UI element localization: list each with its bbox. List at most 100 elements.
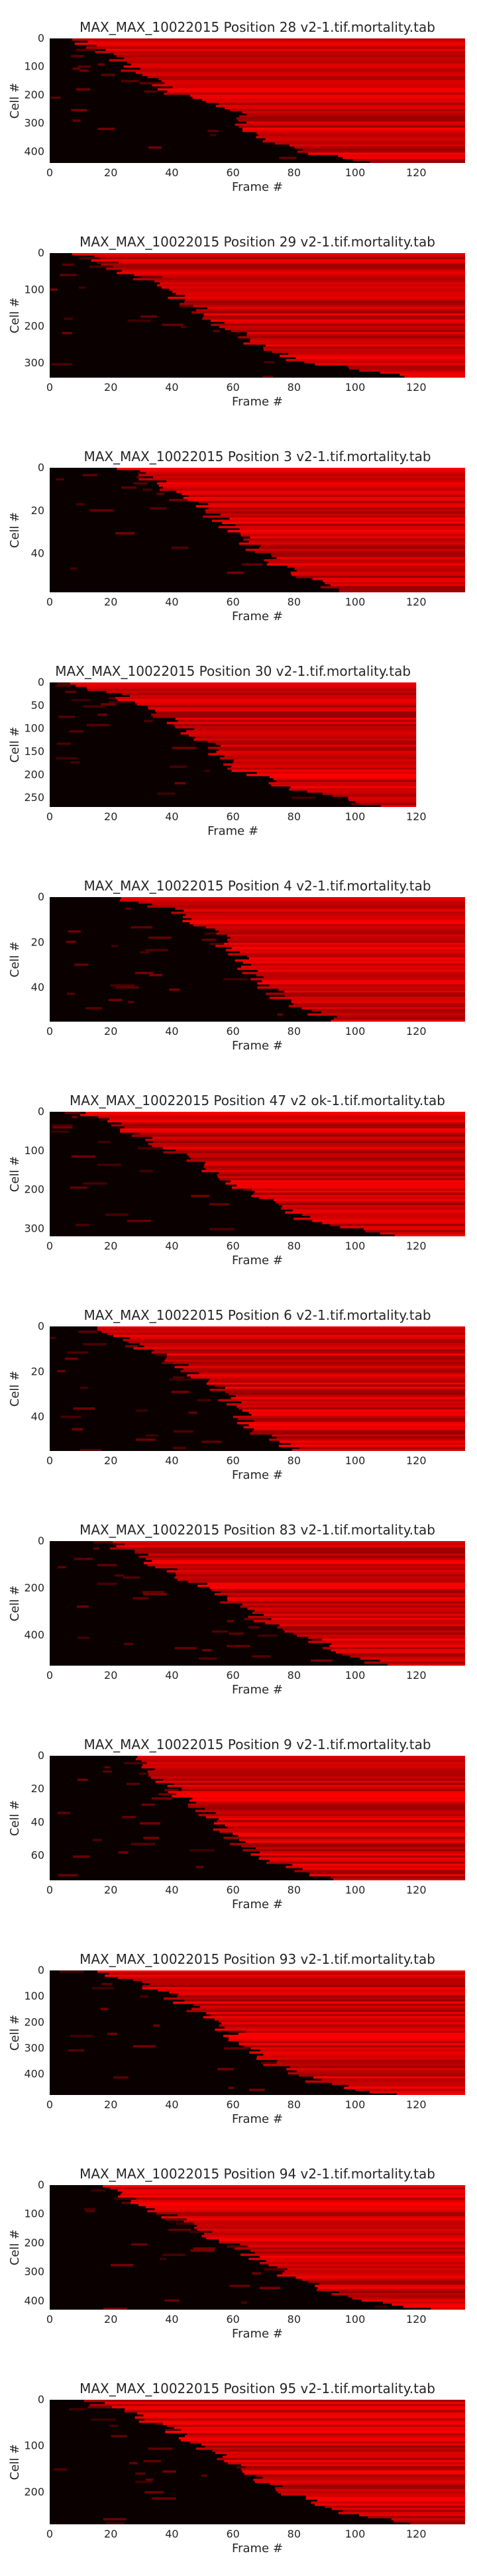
heatmap-strip xyxy=(325,2505,465,2508)
x-tick-label: 120 xyxy=(406,381,427,394)
heatmap-strip xyxy=(251,1413,465,1417)
heatmap-strip xyxy=(360,1657,465,1660)
heatmap-strip xyxy=(227,953,465,956)
heatmap-strip xyxy=(242,127,465,131)
heatmap-strip xyxy=(352,158,465,162)
heatmap-strip xyxy=(264,559,465,562)
heatmap-strip xyxy=(288,2072,465,2075)
heatmap-strip xyxy=(332,2082,465,2085)
heatmap-strip xyxy=(121,897,465,900)
heatmap-strip xyxy=(242,2470,465,2473)
heatmap-strip xyxy=(254,551,465,553)
heatmap-strip xyxy=(227,1599,465,1602)
heatmap-strip xyxy=(64,682,417,685)
heatmap-strip xyxy=(246,113,465,116)
heatmap-noise xyxy=(97,63,105,66)
heatmap-strip xyxy=(205,1807,465,1810)
heatmap-strip xyxy=(295,356,465,360)
heatmap-strip xyxy=(215,742,417,745)
heatmap-strip xyxy=(243,538,465,541)
heatmap-noise xyxy=(62,332,72,335)
x-axis-label: Frame # xyxy=(232,1898,283,1911)
heatmap-strip xyxy=(242,1409,465,1412)
heatmap-noise xyxy=(104,1766,111,1769)
heatmap-noise xyxy=(62,263,75,266)
heatmap-strip xyxy=(121,270,465,272)
y-tick-label: 200 xyxy=(24,1582,44,1594)
y-tick-label: 300 xyxy=(24,2265,44,2278)
heatmap-strip xyxy=(144,2418,465,2421)
heatmap-strip xyxy=(410,2522,465,2524)
heatmap-strip xyxy=(205,2230,465,2233)
heatmap-strip xyxy=(293,1217,465,1220)
heatmap-noise xyxy=(264,2268,288,2271)
x-axis-label: Frame # xyxy=(232,1683,283,1697)
heatmap-strip xyxy=(130,1336,465,1340)
heatmap-strip xyxy=(120,1128,465,1131)
heatmap-noise xyxy=(165,2428,182,2432)
heatmap-strip xyxy=(177,1578,465,1581)
x-tick-label: 60 xyxy=(226,166,239,179)
heatmap-strip xyxy=(240,2468,465,2471)
heatmap-strip xyxy=(175,907,465,910)
heatmap-strip xyxy=(189,922,465,925)
heatmap-strip xyxy=(94,255,465,258)
heatmap-strip xyxy=(109,1118,465,1120)
x-tick-label: 40 xyxy=(165,381,178,394)
heatmap-strip xyxy=(142,1980,465,1984)
heatmap-strip xyxy=(311,2501,465,2504)
heatmap-strip xyxy=(279,1624,465,1627)
x-tick-label: 40 xyxy=(165,2313,178,2326)
heatmap-panel: MAX_MAX_10022015 Position 4 v2-1.tif.mor… xyxy=(8,878,465,1053)
x-tick-label: 20 xyxy=(104,1025,117,1038)
heatmap-strip xyxy=(329,1644,465,1648)
heatmap-strip xyxy=(206,2237,465,2239)
heatmap-strip xyxy=(219,1171,465,1175)
heatmap-strip xyxy=(184,909,465,912)
heatmap-noise xyxy=(176,2222,194,2225)
heatmap-strip xyxy=(139,1343,465,1346)
heatmap-noise xyxy=(56,757,78,760)
heatmap-noise xyxy=(86,724,110,727)
heatmap-strip xyxy=(290,1442,465,1445)
x-tick-label: 100 xyxy=(345,2098,366,2111)
heatmap-strip xyxy=(206,2012,465,2015)
x-tick-label: 0 xyxy=(46,381,53,394)
heatmap-strip xyxy=(109,1547,465,1550)
y-tick-label: 0 xyxy=(38,1964,44,1976)
heatmap-strip xyxy=(308,1637,465,1639)
heatmap-panel: MAX_MAX_10022015 Position 47 v2 ok-1.tif… xyxy=(8,1093,465,1267)
heatmap-strip xyxy=(191,2008,465,2010)
heatmap-strip xyxy=(202,317,465,320)
heatmap-noise xyxy=(190,2249,215,2252)
heatmap-strip xyxy=(359,369,465,372)
heatmap-area xyxy=(50,1970,465,2095)
heatmap-strip xyxy=(242,971,465,975)
heatmap-strip xyxy=(263,349,465,351)
y-tick-label: 100 xyxy=(24,283,44,295)
x-tick-label: 120 xyxy=(406,166,427,179)
heatmap-strip xyxy=(171,911,465,914)
heatmap-noise xyxy=(50,1130,69,1133)
heatmap-noise xyxy=(241,2301,247,2304)
heatmap-strip xyxy=(239,115,465,118)
x-axis-label: Frame # xyxy=(232,2112,283,2126)
heatmap-strip xyxy=(105,1974,465,1977)
heatmap-noise xyxy=(140,315,158,318)
heatmap-strip xyxy=(260,2049,465,2052)
heatmap-strip xyxy=(228,2039,465,2041)
x-tick-label: 120 xyxy=(406,1884,427,1896)
heatmap-strip xyxy=(301,2279,465,2281)
heatmap-noise xyxy=(127,1782,140,1786)
heatmap-strip xyxy=(226,2453,465,2456)
heatmap-noise xyxy=(52,1126,72,1129)
heatmap-strip xyxy=(219,1178,465,1181)
heatmap-noise xyxy=(123,1576,140,1579)
heatmap-strip xyxy=(231,947,465,949)
heatmap-strip xyxy=(122,2191,465,2194)
heatmap-noise xyxy=(143,1837,159,1839)
heatmap-strip xyxy=(121,1122,465,1125)
heatmap-strip xyxy=(189,94,465,97)
heatmap-strip xyxy=(216,751,417,753)
x-tick-label: 40 xyxy=(165,2528,178,2540)
